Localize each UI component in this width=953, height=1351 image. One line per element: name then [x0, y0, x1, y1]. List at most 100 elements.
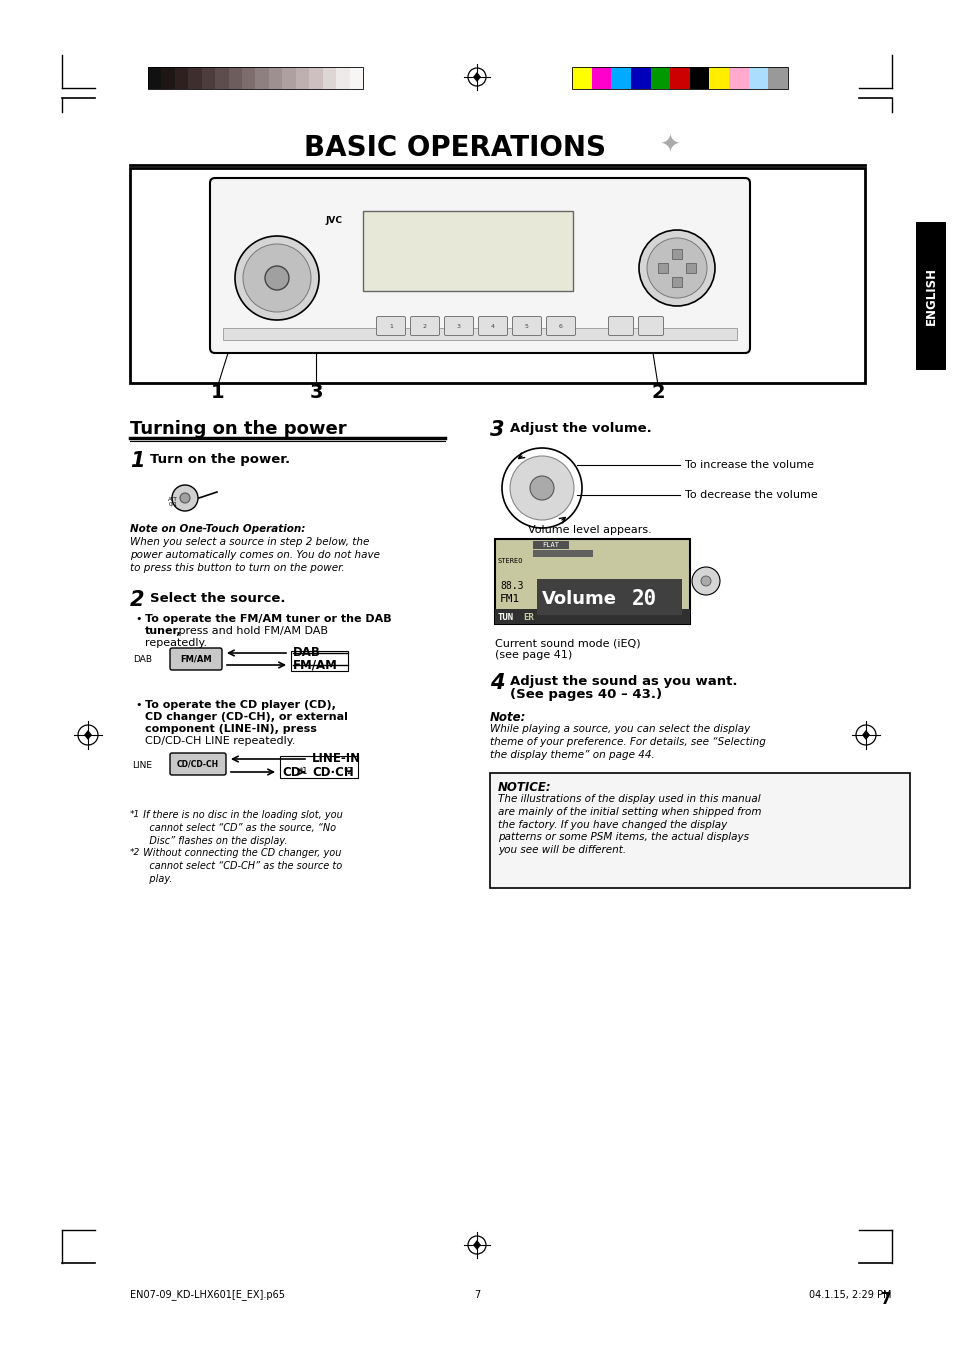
Bar	[611, 68, 630, 89]
Text: 2: 2	[422, 323, 427, 328]
Text: •: •	[135, 700, 141, 711]
Circle shape	[510, 457, 574, 520]
Text: *1: *1	[298, 767, 308, 777]
Text: Turn on the power.: Turn on the power.	[150, 453, 290, 466]
Bar	[291, 651, 348, 671]
Bar	[572, 68, 591, 89]
Text: ENGLISH: ENGLISH	[923, 267, 937, 326]
Text: 0/1: 0/1	[169, 503, 177, 507]
FancyBboxPatch shape	[410, 316, 439, 335]
Bar	[363, 211, 573, 290]
Text: Note:: Note:	[490, 711, 526, 724]
Bar	[650, 68, 669, 89]
Bar	[669, 68, 689, 89]
Text: CD·CH: CD·CH	[312, 766, 354, 778]
Circle shape	[265, 266, 289, 290]
Text: 5: 5	[524, 323, 528, 328]
Bar	[671, 277, 681, 286]
FancyBboxPatch shape	[638, 316, 662, 335]
Bar	[174, 68, 188, 89]
Bar	[280, 757, 357, 778]
Text: 2: 2	[130, 590, 144, 611]
Bar	[215, 68, 229, 89]
Text: 7: 7	[474, 1290, 479, 1300]
Text: 6: 6	[558, 323, 562, 328]
Bar	[748, 68, 767, 89]
Text: STEREO: STEREO	[497, 558, 523, 563]
Bar	[148, 68, 161, 89]
Circle shape	[646, 238, 706, 299]
Bar	[349, 68, 363, 89]
Text: To operate the CD player (CD),: To operate the CD player (CD),	[145, 700, 335, 711]
Bar	[495, 539, 689, 624]
Circle shape	[234, 236, 318, 320]
Text: If there is no disc in the loading slot, you
   cannot select “CD” as the source: If there is no disc in the loading slot,…	[140, 811, 342, 846]
FancyBboxPatch shape	[608, 316, 633, 335]
Bar	[533, 540, 568, 549]
FancyBboxPatch shape	[210, 178, 749, 353]
Text: CD/CD-CH: CD/CD-CH	[176, 759, 219, 769]
Bar	[255, 68, 269, 89]
FancyBboxPatch shape	[170, 753, 226, 775]
Circle shape	[700, 576, 710, 586]
Text: FM/AM: FM/AM	[293, 658, 337, 671]
Text: Adjust the volume.: Adjust the volume.	[510, 422, 651, 435]
Text: BASIC OPERATIONS: BASIC OPERATIONS	[304, 134, 605, 162]
Text: (See pages 40 – 43.): (See pages 40 – 43.)	[510, 688, 661, 701]
Circle shape	[639, 230, 714, 305]
Bar	[533, 550, 593, 557]
Bar	[282, 68, 295, 89]
Text: press and hold FM/AM DAB: press and hold FM/AM DAB	[174, 626, 328, 636]
Text: Current sound mode (iEQ): Current sound mode (iEQ)	[495, 638, 640, 648]
Polygon shape	[862, 730, 869, 740]
Text: JVC: JVC	[325, 216, 341, 226]
Bar	[322, 68, 335, 89]
FancyBboxPatch shape	[376, 316, 405, 335]
Bar	[689, 68, 709, 89]
Text: DAB: DAB	[132, 655, 152, 665]
Text: 1: 1	[130, 451, 144, 471]
Text: While playing a source, you can select the display
theme of your preference. For: While playing a source, you can select t…	[490, 724, 765, 759]
Text: FM/AM: FM/AM	[180, 654, 212, 663]
Text: The illustrations of the display used in this manual
are mainly of the initial s: The illustrations of the display used in…	[497, 794, 760, 855]
Text: ✦: ✦	[659, 134, 680, 158]
FancyBboxPatch shape	[546, 316, 575, 335]
Bar	[490, 773, 909, 888]
Text: 1: 1	[389, 323, 393, 328]
Circle shape	[172, 485, 198, 511]
Bar	[572, 68, 787, 89]
Bar	[269, 68, 282, 89]
Text: 1: 1	[211, 384, 225, 403]
Text: To operate the FM/AM tuner or the DAB: To operate the FM/AM tuner or the DAB	[145, 613, 392, 624]
Bar	[671, 249, 681, 259]
Text: CD/CD-CH LINE repeatedly.: CD/CD-CH LINE repeatedly.	[145, 736, 295, 746]
Text: 04.1.15, 2:29 PM: 04.1.15, 2:29 PM	[809, 1290, 891, 1300]
Bar	[767, 68, 787, 89]
Bar	[915, 222, 945, 370]
Polygon shape	[84, 730, 91, 740]
Bar	[591, 68, 611, 89]
Bar	[130, 168, 864, 382]
Bar	[309, 68, 322, 89]
Text: 2: 2	[651, 384, 664, 403]
Text: LINE: LINE	[132, 761, 152, 770]
Text: Note on One-Touch Operation:: Note on One-Touch Operation:	[130, 524, 305, 534]
Bar	[685, 263, 696, 273]
Text: *2: *2	[130, 848, 140, 857]
Bar	[188, 68, 201, 89]
Bar	[537, 580, 681, 615]
Text: •: •	[135, 613, 141, 624]
Text: NOTICE:: NOTICE:	[497, 781, 551, 794]
Bar	[242, 68, 255, 89]
Text: ATT: ATT	[168, 497, 177, 503]
Text: 4: 4	[491, 323, 495, 328]
Circle shape	[180, 493, 190, 503]
Polygon shape	[473, 72, 480, 82]
FancyBboxPatch shape	[512, 316, 541, 335]
Text: Adjust the sound as you want.: Adjust the sound as you want.	[510, 676, 737, 688]
Bar	[658, 263, 667, 273]
FancyBboxPatch shape	[444, 316, 473, 335]
Bar	[295, 68, 309, 89]
Circle shape	[530, 476, 554, 500]
Text: ER: ER	[522, 612, 533, 621]
